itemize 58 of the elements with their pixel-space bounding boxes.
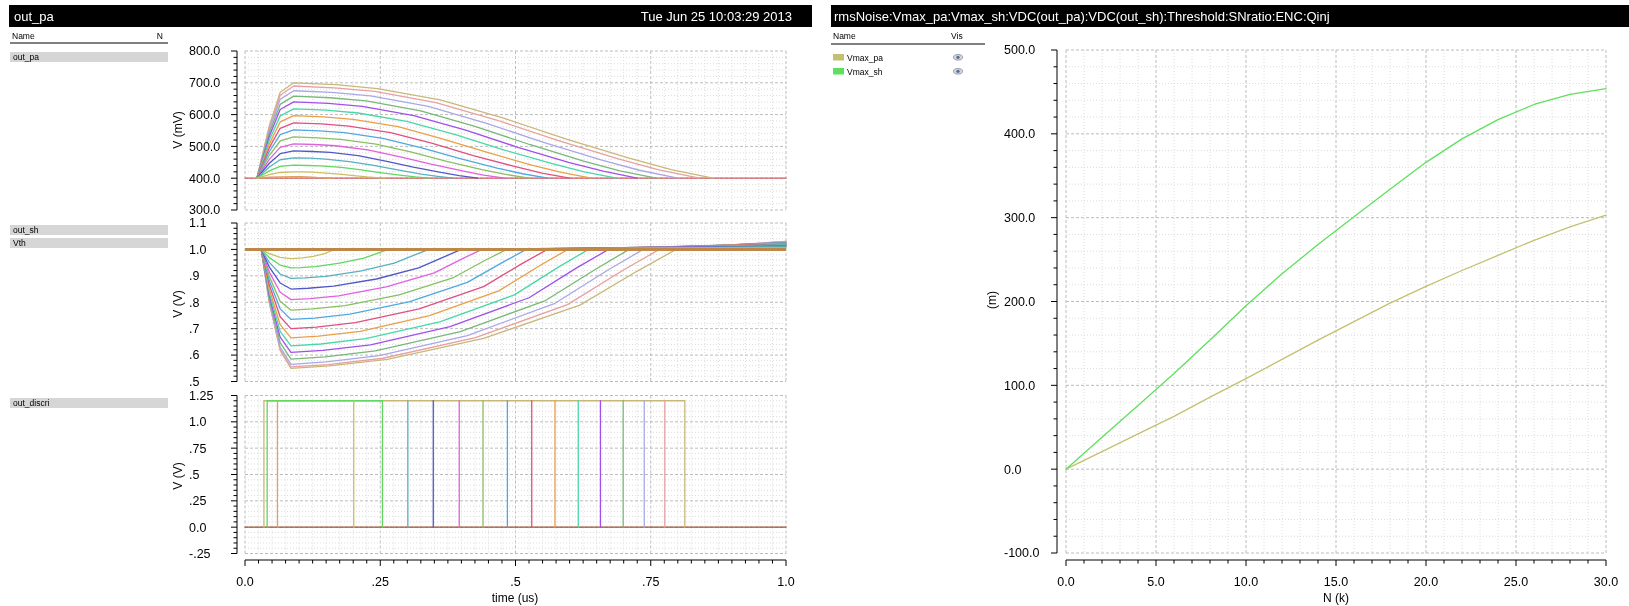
y-tick-label: 0.0 xyxy=(1004,462,1022,477)
y-tick-label: 400.0 xyxy=(1004,127,1036,142)
y-tick-label: .8 xyxy=(189,295,200,310)
x-tick-label: 20.0 xyxy=(1413,575,1439,589)
y-tick-label: .9 xyxy=(189,269,200,284)
x-tick-label: 15.0 xyxy=(1323,575,1349,589)
y-tick-label: 600.0 xyxy=(189,107,221,122)
y-tick-label: 800.0 xyxy=(189,44,221,59)
y-tick-label: 500.0 xyxy=(189,139,221,154)
y-tick-label: .5 xyxy=(189,467,200,482)
text: Vth xyxy=(13,238,27,248)
y-tick-label: .25 xyxy=(189,494,207,509)
x-tick-label: 5.0 xyxy=(1147,575,1165,589)
x-tick-label: 10.0 xyxy=(1233,575,1259,589)
y-tick-label: 500.0 xyxy=(1004,43,1036,58)
chart-title: rmsNoise:Vmax_pa:Vmax_sh:VDC(out_pa):VDC(out_sh):Threshold:SNratio:ENC:Qinj xyxy=(834,8,1330,24)
y-tick-label: 0.0 xyxy=(189,520,207,535)
text: Vis xyxy=(951,31,963,41)
y-tick-label: -.25 xyxy=(189,546,211,561)
y-tick-label: .7 xyxy=(189,322,200,337)
y-tick-label: 1.0 xyxy=(189,242,207,257)
x-tick-label: .25 xyxy=(371,575,389,589)
y-tick-label: 700.0 xyxy=(189,76,221,91)
legend-label: Vmax_pa xyxy=(847,52,884,63)
y-tick-label: 100.0 xyxy=(1004,378,1036,393)
x-tick-label: 1.0 xyxy=(777,575,795,589)
x-tick-label: 25.0 xyxy=(1503,575,1529,589)
legend-label: Vmax_sh xyxy=(847,66,883,77)
x-axis-title: N (k) xyxy=(1323,591,1349,605)
y-tick-label: 1.1 xyxy=(189,216,207,231)
y-tick-label: 300.0 xyxy=(1004,211,1036,226)
text: N xyxy=(156,31,163,41)
text: Name xyxy=(833,31,856,41)
y-tick-label: .6 xyxy=(189,348,200,363)
x-tick-label: .5 xyxy=(510,575,521,589)
text: Tue Jun 25 10:03:29 2013 xyxy=(640,8,792,24)
y-tick-label: 1.0 xyxy=(189,415,207,430)
x-tick-label: 0.0 xyxy=(236,575,254,589)
y-tick-label: 400.0 xyxy=(189,171,221,186)
x-axis-title: time (us) xyxy=(491,591,539,605)
y-axis-title: V (V) xyxy=(171,290,185,318)
x-tick-label: 0.0 xyxy=(1057,575,1075,589)
y-tick-label: 200.0 xyxy=(1004,294,1036,309)
y-tick-label: .5 xyxy=(189,374,200,389)
x-tick-label: .75 xyxy=(642,575,660,589)
y-tick-label: .75 xyxy=(189,441,207,456)
text: out_discri xyxy=(13,398,50,408)
y-tick-label: 1.25 xyxy=(189,388,214,403)
text: out_sh xyxy=(13,225,39,235)
text: Name xyxy=(12,31,35,41)
y-tick-label: -100.0 xyxy=(1004,546,1040,561)
x-tick-label: 30.0 xyxy=(1593,575,1619,589)
text: out_pa xyxy=(14,8,55,24)
y-axis-title: (m) xyxy=(985,291,999,309)
y-axis-title: V (V) xyxy=(171,462,185,490)
text: out_pa xyxy=(13,52,40,62)
y-axis-title: V (mV) xyxy=(171,111,185,149)
y-tick-label: 300.0 xyxy=(189,203,221,218)
